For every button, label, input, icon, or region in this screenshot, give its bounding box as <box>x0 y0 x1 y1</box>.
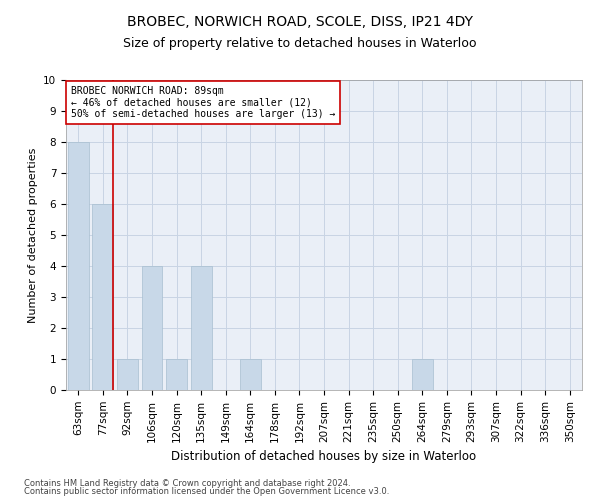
Bar <box>166 359 187 390</box>
Bar <box>142 266 163 390</box>
Text: BROBEC NORWICH ROAD: 89sqm
← 46% of detached houses are smaller (12)
50% of semi: BROBEC NORWICH ROAD: 89sqm ← 46% of deta… <box>71 86 335 120</box>
Text: Size of property relative to detached houses in Waterloo: Size of property relative to detached ho… <box>123 38 477 51</box>
Bar <box>191 266 212 390</box>
Text: Contains HM Land Registry data © Crown copyright and database right 2024.: Contains HM Land Registry data © Crown c… <box>24 478 350 488</box>
Bar <box>412 359 433 390</box>
Text: BROBEC, NORWICH ROAD, SCOLE, DISS, IP21 4DY: BROBEC, NORWICH ROAD, SCOLE, DISS, IP21 … <box>127 15 473 29</box>
Text: Contains public sector information licensed under the Open Government Licence v3: Contains public sector information licen… <box>24 487 389 496</box>
Bar <box>68 142 89 390</box>
Bar <box>240 359 261 390</box>
Y-axis label: Number of detached properties: Number of detached properties <box>28 148 38 322</box>
Bar <box>117 359 138 390</box>
Bar <box>92 204 113 390</box>
X-axis label: Distribution of detached houses by size in Waterloo: Distribution of detached houses by size … <box>172 450 476 463</box>
